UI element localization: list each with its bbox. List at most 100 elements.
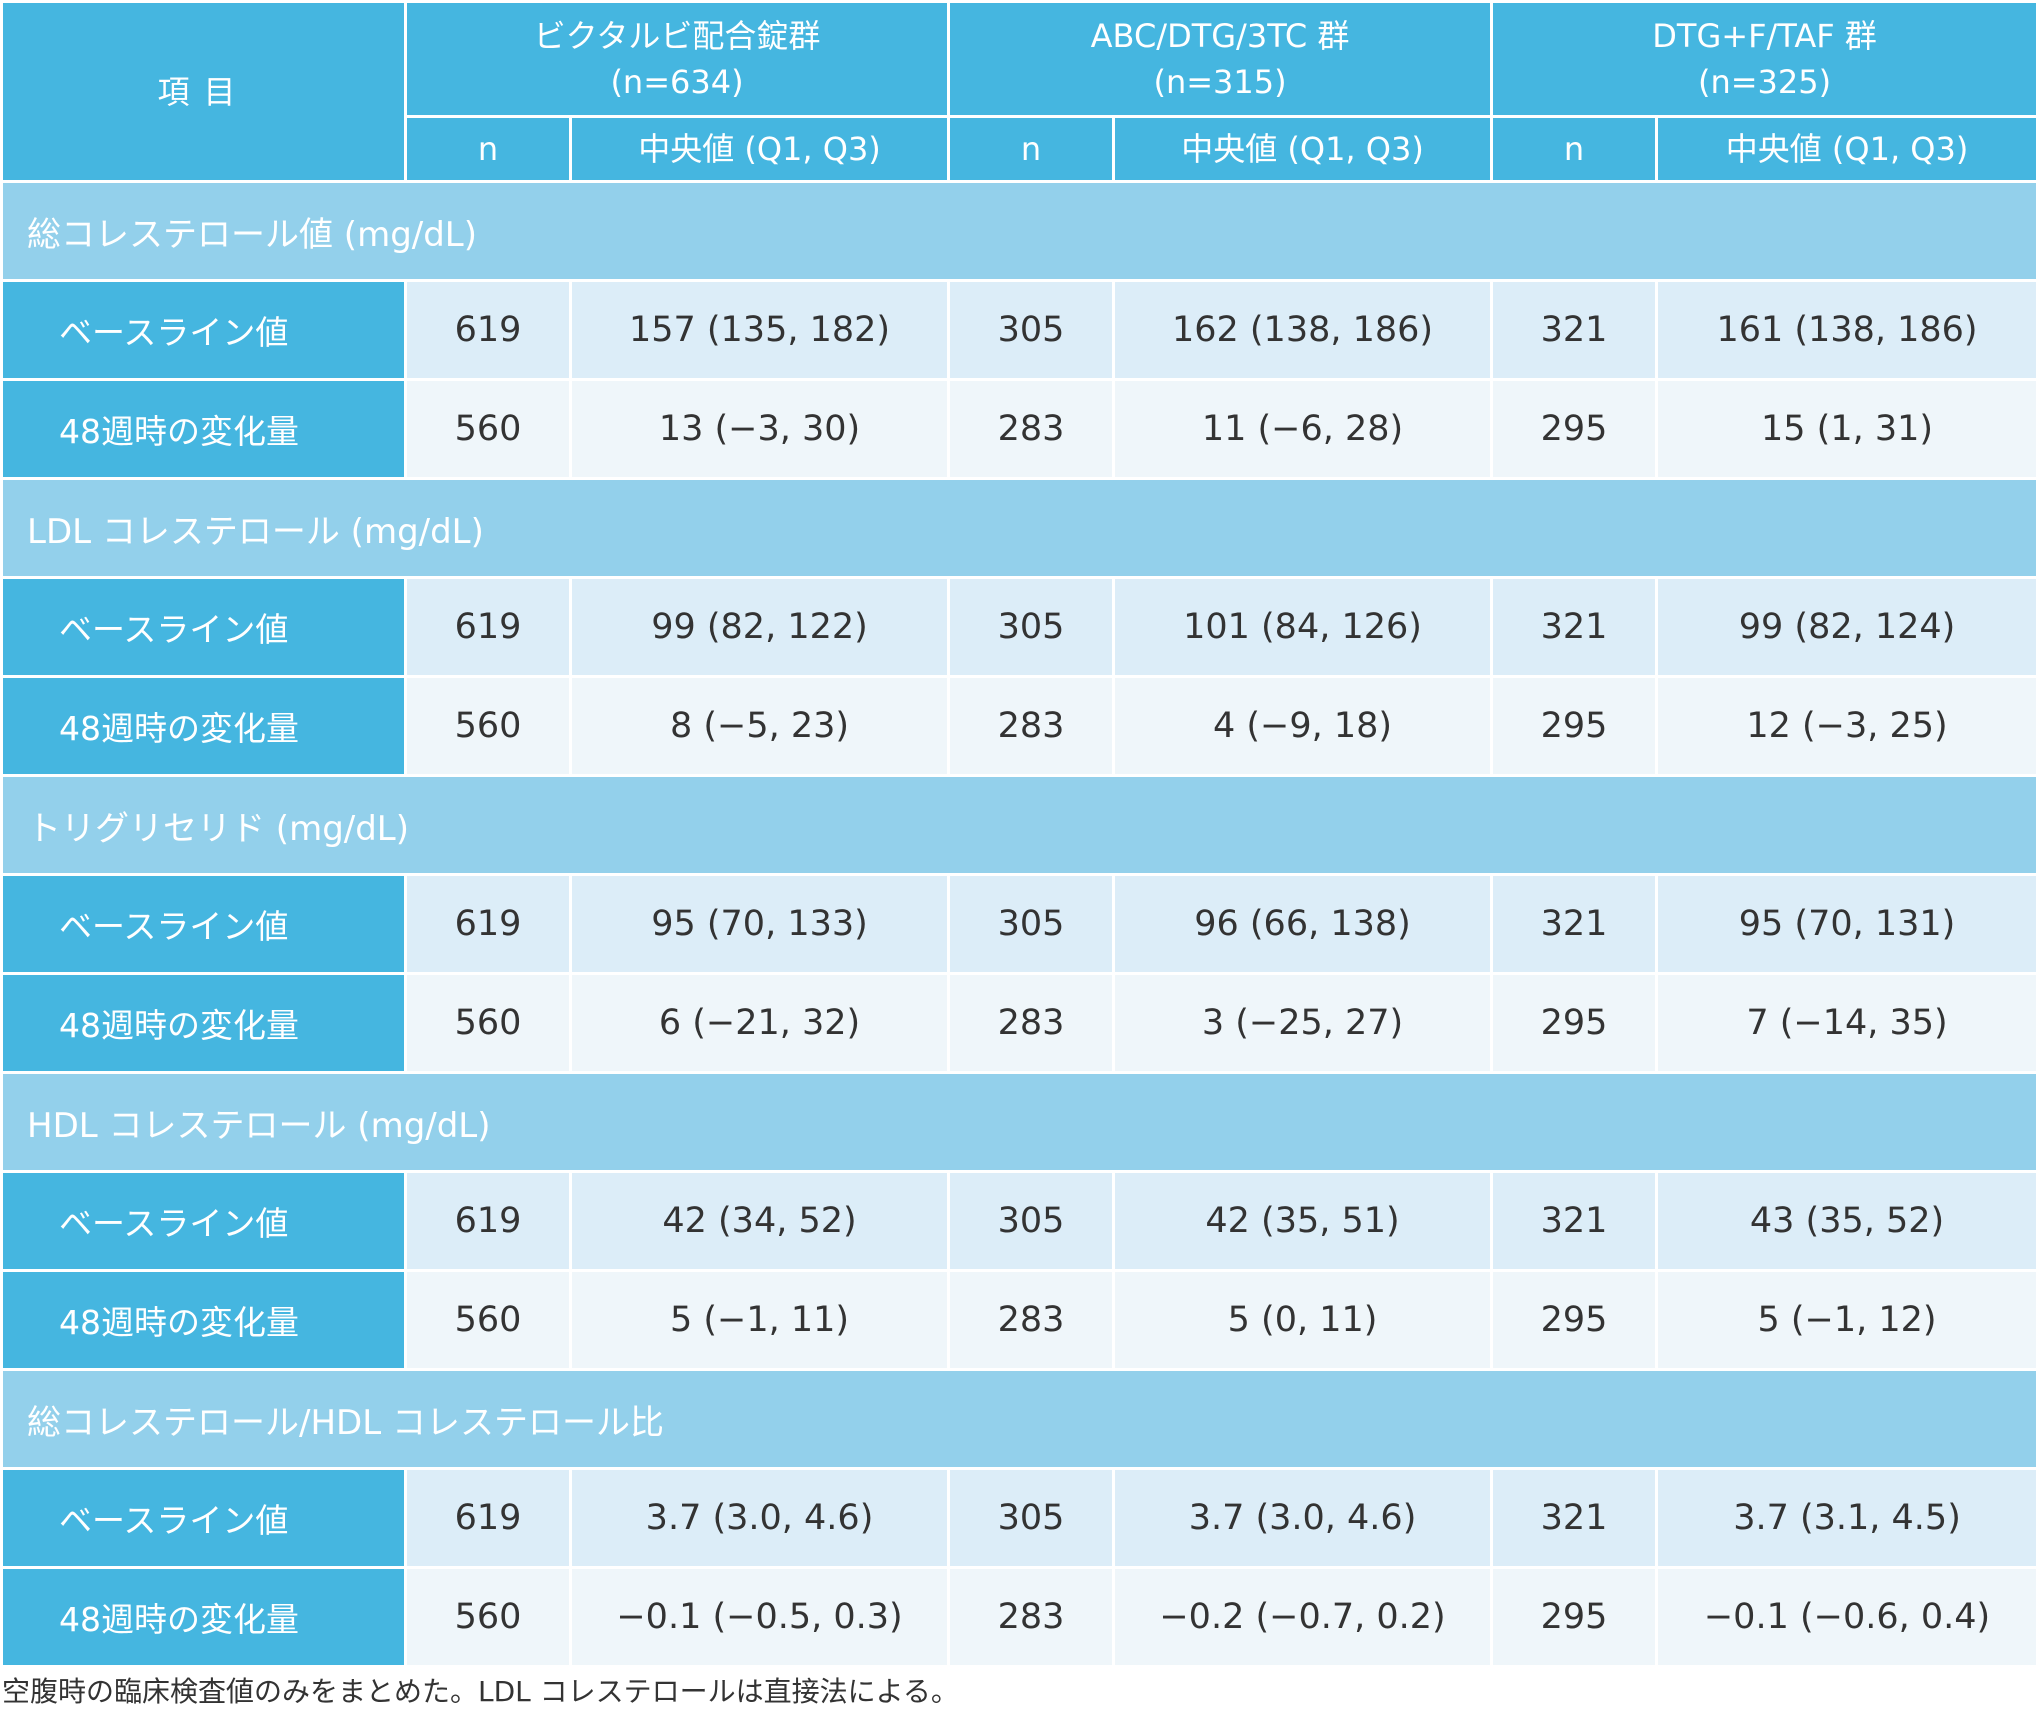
- section-row: HDL コレステロール (mg/dL): [2, 1073, 2036, 1172]
- median-cell: 95 (70, 133): [571, 875, 949, 974]
- footnote: 空腹時の臨床検査値のみをまとめた。LDL コレステロールは直接法による。: [2, 1670, 959, 1710]
- section-title: トリグリセリド (mg/dL): [2, 776, 2036, 875]
- median-cell: 15 (1, 31): [1657, 380, 2036, 479]
- median-cell: 11 (−6, 28): [1114, 380, 1492, 479]
- n-cell: 560: [406, 974, 571, 1073]
- n-cell: 283: [949, 380, 1114, 479]
- n-cell: 619: [406, 1172, 571, 1271]
- median-cell: 3.7 (3.0, 4.6): [571, 1469, 949, 1568]
- median-cell: 5 (0, 11): [1114, 1271, 1492, 1370]
- n-cell: 321: [1492, 875, 1657, 974]
- group-header-bictarvy: ビクタルビ配合錠群 (n=634): [406, 2, 949, 117]
- n-cell: 619: [406, 875, 571, 974]
- group-n: (n=634): [407, 59, 947, 105]
- median-cell: 4 (−9, 18): [1114, 677, 1492, 776]
- section-title: HDL コレステロール (mg/dL): [2, 1073, 2036, 1172]
- median-column-header: 中央値 (Q1, Q3): [1657, 117, 2036, 182]
- n-column-header: n: [406, 117, 571, 182]
- section-title: LDL コレステロール (mg/dL): [2, 479, 2036, 578]
- median-cell: 157 (135, 182): [571, 281, 949, 380]
- section-title: 総コレステロール/HDL コレステロール比: [2, 1370, 2036, 1469]
- row-label: ベースライン値: [2, 1172, 406, 1271]
- row-label: ベースライン値: [2, 875, 406, 974]
- median-cell: 6 (−21, 32): [571, 974, 949, 1073]
- n-cell: 305: [949, 1172, 1114, 1271]
- n-cell: 295: [1492, 677, 1657, 776]
- median-cell: 95 (70, 131): [1657, 875, 2036, 974]
- n-cell: 295: [1492, 1568, 1657, 1667]
- n-cell: 295: [1492, 380, 1657, 479]
- median-cell: 3 (−25, 27): [1114, 974, 1492, 1073]
- median-column-header: 中央値 (Q1, Q3): [571, 117, 949, 182]
- n-cell: 283: [949, 974, 1114, 1073]
- median-cell: 8 (−5, 23): [571, 677, 949, 776]
- section-title: 総コレステロール値 (mg/dL): [2, 182, 2036, 281]
- n-cell: 283: [949, 1568, 1114, 1667]
- median-cell: −0.1 (−0.6, 0.4): [1657, 1568, 2036, 1667]
- group-n: (n=315): [950, 59, 1490, 105]
- n-cell: 560: [406, 677, 571, 776]
- group-name: DTG+F/TAF 群: [1493, 13, 2036, 59]
- n-cell: 283: [949, 677, 1114, 776]
- group-n: (n=325): [1493, 59, 2036, 105]
- median-cell: 162 (138, 186): [1114, 281, 1492, 380]
- group-name: ビクタルビ配合錠群: [407, 13, 947, 59]
- row-label: 48週時の変化量: [2, 677, 406, 776]
- n-cell: 619: [406, 1469, 571, 1568]
- n-cell: 283: [949, 1271, 1114, 1370]
- median-cell: −0.2 (−0.7, 0.2): [1114, 1568, 1492, 1667]
- row-label: ベースライン値: [2, 1469, 406, 1568]
- section-row: LDL コレステロール (mg/dL): [2, 479, 2036, 578]
- group-header-dtg-f-taf: DTG+F/TAF 群 (n=325): [1492, 2, 2036, 117]
- n-cell: 295: [1492, 1271, 1657, 1370]
- group-header-abc-dtg-3tc: ABC/DTG/3TC 群 (n=315): [949, 2, 1492, 117]
- median-column-header: 中央値 (Q1, Q3): [1114, 117, 1492, 182]
- median-cell: 13 (−3, 30): [571, 380, 949, 479]
- median-cell: 42 (35, 51): [1114, 1172, 1492, 1271]
- row-label: ベースライン値: [2, 281, 406, 380]
- n-cell: 305: [949, 1469, 1114, 1568]
- group-name: ABC/DTG/3TC 群: [950, 13, 1490, 59]
- median-cell: 5 (−1, 12): [1657, 1271, 2036, 1370]
- row-label: 48週時の変化量: [2, 1568, 406, 1667]
- n-cell: 295: [1492, 974, 1657, 1073]
- n-cell: 560: [406, 380, 571, 479]
- table-header: 項目 ビクタルビ配合錠群 (n=634) ABC/DTG/3TC 群 (n=31…: [2, 2, 2036, 182]
- row-label: 48週時の変化量: [2, 974, 406, 1073]
- median-cell: 12 (−3, 25): [1657, 677, 2036, 776]
- section-row: 総コレステロール/HDL コレステロール比: [2, 1370, 2036, 1469]
- n-cell: 321: [1492, 1172, 1657, 1271]
- median-cell: 96 (66, 138): [1114, 875, 1492, 974]
- section-row: トリグリセリド (mg/dL): [2, 776, 2036, 875]
- median-cell: 99 (82, 124): [1657, 578, 2036, 677]
- n-cell: 560: [406, 1568, 571, 1667]
- row-label: 48週時の変化量: [2, 380, 406, 479]
- row-label: 48週時の変化量: [2, 1271, 406, 1370]
- n-cell: 619: [406, 281, 571, 380]
- n-column-header: n: [1492, 117, 1657, 182]
- n-cell: 560: [406, 1271, 571, 1370]
- median-cell: 99 (82, 122): [571, 578, 949, 677]
- median-cell: 5 (−1, 11): [571, 1271, 949, 1370]
- median-cell: 3.7 (3.1, 4.5): [1657, 1469, 2036, 1568]
- median-cell: 7 (−14, 35): [1657, 974, 2036, 1073]
- n-cell: 321: [1492, 281, 1657, 380]
- n-cell: 305: [949, 875, 1114, 974]
- item-column-header: 項目: [2, 2, 406, 182]
- n-cell: 321: [1492, 578, 1657, 677]
- n-cell: 305: [949, 281, 1114, 380]
- n-cell: 619: [406, 578, 571, 677]
- n-column-header: n: [949, 117, 1114, 182]
- median-cell: 43 (35, 52): [1657, 1172, 2036, 1271]
